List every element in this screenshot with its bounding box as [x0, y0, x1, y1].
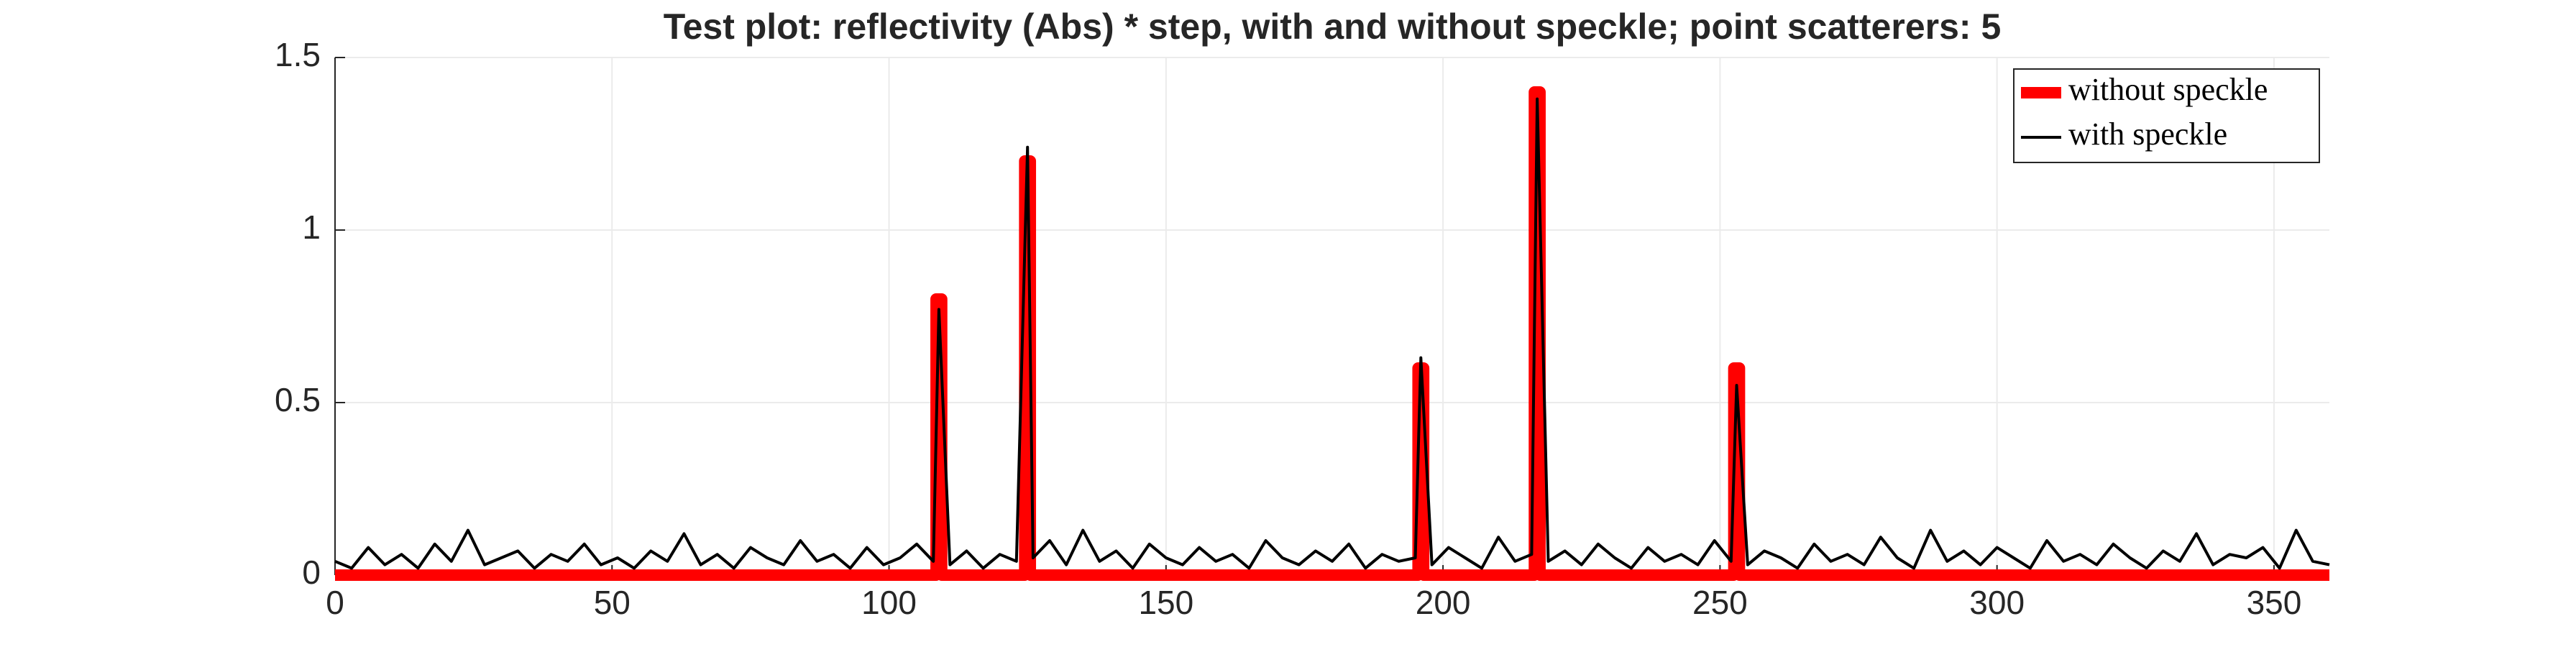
legend-label: without speckle	[2068, 72, 2268, 107]
data-line	[334, 97, 2330, 570]
chart-title: Test plot: reflectivity (Abs) * step, wi…	[664, 6, 2002, 47]
x-tick-label: 200	[1416, 584, 1471, 621]
legend: without speckle with speckle	[2013, 68, 2320, 163]
x-tick-label: 0	[326, 584, 344, 621]
legend-label: with speckle	[2068, 116, 2227, 152]
x-tick-label: 250	[1692, 584, 1748, 621]
legend-box	[2013, 68, 2320, 163]
y-tick-label: 1	[302, 208, 321, 246]
y-tick-label: 1.5	[275, 36, 321, 73]
x-tick-label: 300	[1969, 584, 2025, 621]
x-tick-label: 150	[1138, 584, 1193, 621]
x-tick-label: 100	[861, 584, 917, 621]
x-tick-label: 350	[2247, 584, 2302, 621]
y-tick-label: 0.5	[275, 381, 321, 418]
x-tick-label: 50	[594, 584, 631, 621]
y-tick-label: 0	[302, 554, 321, 591]
